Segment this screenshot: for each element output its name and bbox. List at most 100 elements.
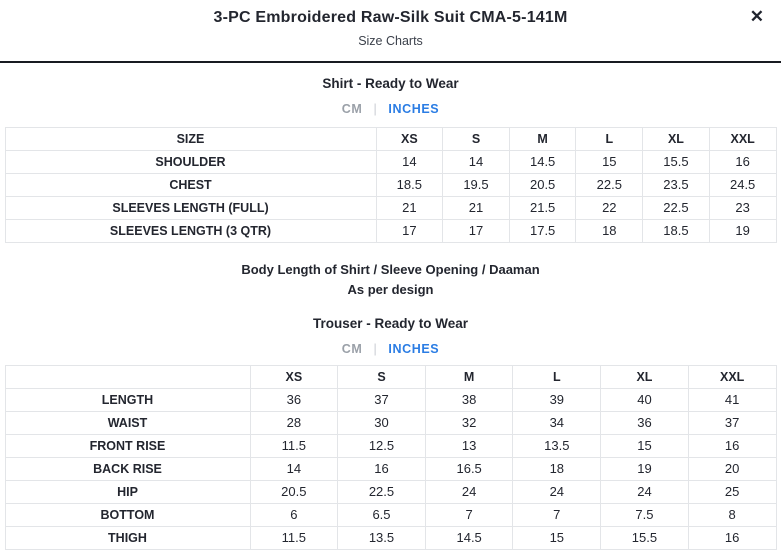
size-value-cell: 16 — [337, 457, 426, 481]
size-value-cell: 22.5 — [337, 480, 426, 504]
size-value-cell: 22 — [575, 196, 644, 220]
inches-toggle[interactable]: INCHES — [388, 102, 440, 116]
table-row: THIGH 11.5 13.5 14.5 15 15.5 16 — [4, 526, 777, 550]
size-value-cell: 19 — [600, 457, 689, 481]
size-column-header: M — [508, 127, 577, 151]
size-value-cell: 16.5 — [424, 457, 514, 481]
size-value-cell: 20.5 — [508, 173, 577, 197]
size-column-header: XL — [600, 365, 689, 389]
size-value-cell: 16 — [687, 434, 777, 458]
table-row: BACK RISE 14 16 16.5 18 19 20 — [4, 457, 777, 481]
size-value-cell: 6.5 — [337, 503, 426, 527]
size-value-cell: 15.5 — [600, 526, 689, 550]
header-divider — [0, 61, 781, 63]
size-value-cell: 41 — [687, 388, 777, 412]
size-value-cell: 23 — [708, 196, 777, 220]
size-value-cell: 14 — [375, 150, 444, 174]
size-value-cell: 39 — [512, 388, 602, 412]
size-value-cell: 12.5 — [337, 434, 426, 458]
size-value-cell: 15 — [512, 526, 602, 550]
shirt-section-heading: Shirt - Ready to Wear — [322, 76, 459, 91]
size-value-cell: 16 — [708, 150, 777, 174]
row-label: SLEEVES LENGTH (FULL) — [4, 196, 377, 220]
table-row: FRONT RISE 11.5 12.5 13 13.5 15 16 — [4, 434, 777, 458]
size-value-cell: 15.5 — [642, 150, 710, 174]
shirt-section: Shirt - Ready to Wear CM | INCHES SIZE XS… — [0, 76, 781, 243]
size-value-cell: 36 — [600, 411, 689, 435]
size-value-cell: 15 — [600, 434, 689, 458]
size-value-cell: 14 — [442, 150, 510, 174]
size-value-cell: 34 — [512, 411, 602, 435]
row-label: LENGTH — [4, 388, 251, 412]
size-column-header: L — [512, 365, 602, 389]
modal-subtitle: Size Charts — [358, 34, 423, 48]
shirt-note-line1: Body Length of Shirt / Sleeve Opening / … — [241, 262, 540, 277]
size-value-cell: 21.5 — [508, 196, 577, 220]
cm-toggle[interactable]: CM — [341, 102, 363, 116]
size-value-cell: 21 — [442, 196, 510, 220]
size-value-cell: 25 — [687, 480, 777, 504]
size-value-cell: 15 — [575, 150, 644, 174]
shirt-note-line2: As per design — [347, 282, 434, 297]
shirt-size-table: SIZE XS S M L XL XXL SHOULDER 14 14 14.5 15 15.5 16 CH… — [4, 127, 777, 243]
size-value-cell: 37 — [337, 388, 426, 412]
table-header-row: XS S M L XL XXL — [4, 365, 777, 389]
size-column-header: M — [424, 365, 514, 389]
size-value-cell: 24.5 — [708, 173, 777, 197]
close-icon: ✕ — [749, 7, 764, 26]
size-value-cell: 13 — [424, 434, 514, 458]
unit-toggle-separator: | — [373, 342, 378, 356]
size-value-cell: 38 — [424, 388, 514, 412]
row-label: WAIST — [4, 411, 251, 435]
size-column-header: XXL — [708, 127, 777, 151]
size-value-cell: 7 — [512, 503, 602, 527]
size-value-cell: 30 — [337, 411, 426, 435]
size-value-cell: 13.5 — [512, 434, 602, 458]
size-value-cell: 6 — [249, 503, 339, 527]
size-column-header: XL — [642, 127, 710, 151]
size-value-cell: 17 — [375, 219, 444, 243]
size-value-cell: 18 — [512, 457, 602, 481]
table-row: WAIST 28 30 32 34 36 37 — [4, 411, 777, 435]
size-value-cell: 17.5 — [508, 219, 577, 243]
shirt-unit-toggle: CM | INCHES — [0, 102, 781, 117]
table-row: BOTTOM 6 6.5 7 7 7.5 8 — [4, 503, 777, 527]
size-column-header: XXL — [687, 365, 777, 389]
table-row: CHEST 18.5 19.5 20.5 22.5 23.5 24.5 — [4, 173, 777, 197]
trouser-size-table: XS S M L XL XXL LENGTH 36 37 38 39 40 41 WAIST 28 30 32 3… — [4, 365, 777, 550]
size-column-header: L — [575, 127, 644, 151]
size-value-cell: 23.5 — [642, 173, 710, 197]
size-value-cell: 18 — [575, 219, 644, 243]
cm-toggle[interactable]: CM — [341, 342, 363, 356]
size-value-cell: 22.5 — [642, 196, 710, 220]
size-value-cell: 18.5 — [375, 173, 444, 197]
row-label: FRONT RISE — [4, 434, 251, 458]
label-column-header: SIZE — [4, 127, 377, 151]
size-value-cell: 7 — [424, 503, 514, 527]
size-value-cell: 14.5 — [424, 526, 514, 550]
trouser-section-heading: Trouser - Ready to Wear — [312, 316, 469, 331]
shirt-note: Body Length of Shirt / Sleeve Opening / … — [0, 260, 781, 300]
size-column-header: S — [337, 365, 426, 389]
size-column-header: XS — [375, 127, 444, 151]
row-label: CHEST — [4, 173, 377, 197]
size-value-cell: 37 — [687, 411, 777, 435]
size-column-header: S — [442, 127, 510, 151]
size-value-cell: 17 — [442, 219, 510, 243]
size-value-cell: 32 — [424, 411, 514, 435]
size-value-cell: 13.5 — [337, 526, 426, 550]
size-value-cell: 24 — [424, 480, 514, 504]
table-row: SLEEVES LENGTH (FULL) 21 21 21.5 22 22.5 23 — [4, 196, 777, 220]
row-label: SHOULDER — [4, 150, 377, 174]
unit-toggle-separator: | — [373, 102, 378, 116]
inches-toggle[interactable]: INCHES — [388, 342, 440, 356]
trouser-unit-toggle: CM | INCHES — [0, 342, 781, 357]
size-value-cell: 20.5 — [249, 480, 339, 504]
modal-header: 3-PC Embroidered Raw-Silk Suit CMA-5-141… — [0, 0, 781, 49]
close-button[interactable]: ✕ — [746, 5, 768, 29]
size-value-cell: 7.5 — [600, 503, 689, 527]
table-row: SLEEVES LENGTH (3 QTR) 17 17 17.5 18 18.5 19 — [4, 219, 777, 243]
page-title: 3-PC Embroidered Raw-Silk Suit CMA-5-141… — [213, 9, 568, 26]
table-header-row: SIZE XS S M L XL XXL — [4, 127, 777, 151]
